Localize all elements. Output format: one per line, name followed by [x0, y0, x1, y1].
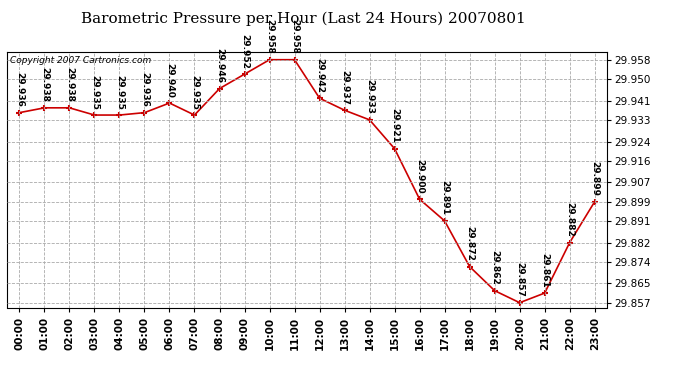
Text: 29.857: 29.857 — [515, 262, 524, 297]
Text: 29.958: 29.958 — [265, 19, 274, 54]
Text: Copyright 2007 Cartronics.com: Copyright 2007 Cartronics.com — [10, 56, 151, 65]
Text: 29.938: 29.938 — [65, 68, 74, 102]
Text: 29.938: 29.938 — [40, 68, 49, 102]
Text: 29.952: 29.952 — [240, 34, 249, 69]
Text: 29.935: 29.935 — [190, 75, 199, 109]
Text: 29.937: 29.937 — [340, 70, 349, 105]
Text: 29.933: 29.933 — [365, 80, 374, 114]
Text: 29.958: 29.958 — [290, 19, 299, 54]
Text: Barometric Pressure per Hour (Last 24 Hours) 20070801: Barometric Pressure per Hour (Last 24 Ho… — [81, 11, 526, 26]
Text: 29.861: 29.861 — [540, 253, 549, 288]
Text: 29.900: 29.900 — [415, 159, 424, 194]
Text: 29.936: 29.936 — [15, 72, 24, 107]
Text: 29.862: 29.862 — [490, 251, 499, 285]
Text: 29.899: 29.899 — [590, 161, 599, 196]
Text: 29.891: 29.891 — [440, 180, 449, 215]
Text: 29.935: 29.935 — [115, 75, 124, 109]
Text: 29.940: 29.940 — [165, 63, 174, 98]
Text: 29.935: 29.935 — [90, 75, 99, 109]
Text: 29.921: 29.921 — [390, 108, 399, 143]
Text: 29.872: 29.872 — [465, 226, 474, 261]
Text: 29.942: 29.942 — [315, 58, 324, 93]
Text: 29.946: 29.946 — [215, 48, 224, 83]
Text: 29.882: 29.882 — [565, 202, 574, 237]
Text: 29.936: 29.936 — [140, 72, 149, 107]
